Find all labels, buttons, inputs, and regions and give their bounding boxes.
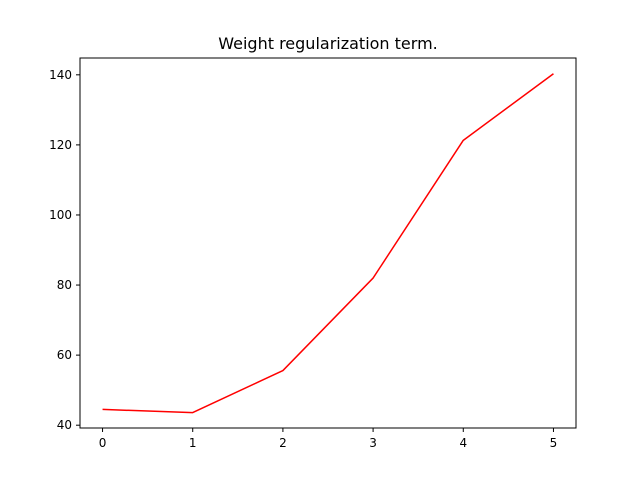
y-tick-label: 100 xyxy=(49,208,72,222)
x-tick-label: 1 xyxy=(189,436,197,450)
y-tick-label: 40 xyxy=(57,418,72,432)
plot-area xyxy=(102,73,554,414)
x-tick-label: 3 xyxy=(369,436,377,450)
x-axis: 0 1 2 3 4 5 xyxy=(99,428,558,450)
y-tick-label: 120 xyxy=(49,138,72,152)
x-tick-label: 5 xyxy=(550,436,558,450)
x-tick-label: 4 xyxy=(459,436,467,450)
chart-title: Weight regularization term. xyxy=(218,34,438,53)
y-tick-label: 80 xyxy=(57,278,72,292)
axes-frame xyxy=(79,57,577,429)
y-tick-label: 140 xyxy=(49,68,72,82)
x-tick-label: 2 xyxy=(279,436,287,450)
y-axis: 40 60 80 100 120 140 xyxy=(49,68,80,432)
series-line-0 xyxy=(102,73,554,414)
x-tick-label: 0 xyxy=(99,436,107,450)
y-tick-label: 60 xyxy=(57,348,72,362)
